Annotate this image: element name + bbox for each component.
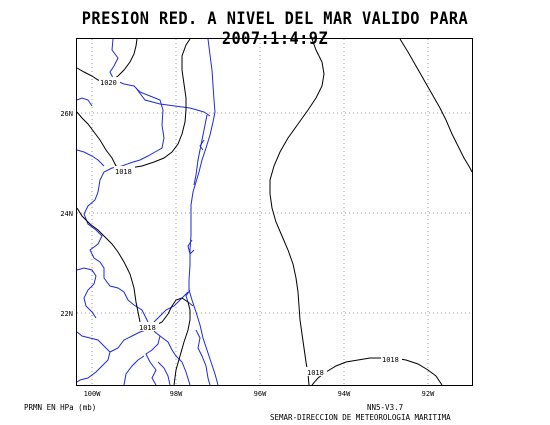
isobar-label: 1018 [115, 168, 132, 176]
lon-label: 98W [170, 390, 183, 398]
lat-label: 26N [60, 110, 73, 118]
lon-label: 92W [422, 390, 435, 398]
isobars [76, 38, 473, 386]
isobar-labels: 1020 1018 1018 1018 1018 [99, 77, 402, 377]
isobar-label: 1018 [139, 324, 156, 332]
isobar-label: 1018 [382, 356, 399, 364]
map-frame [76, 38, 473, 386]
lon-label: 96W [254, 390, 267, 398]
isobar-label: 1018 [307, 369, 324, 377]
lon-label: 94W [338, 390, 351, 398]
model-label: NN5-V3.7 [367, 403, 404, 412]
agency-label: SEMAR-DIRECCION DE METEOROLOGIA MARITIMA [270, 413, 451, 422]
coastline [76, 38, 219, 386]
axis-labels: 100W 98W 96W 94W 92W 26N 24N 22N [60, 110, 435, 398]
units-label: PRMN EN HPa (mb) [24, 403, 97, 412]
lat-label: 24N [60, 210, 73, 218]
isobar-label: 1020 [100, 79, 117, 87]
lon-label: 100W [84, 390, 102, 398]
graticule [77, 39, 472, 385]
lat-label: 22N [60, 310, 73, 318]
